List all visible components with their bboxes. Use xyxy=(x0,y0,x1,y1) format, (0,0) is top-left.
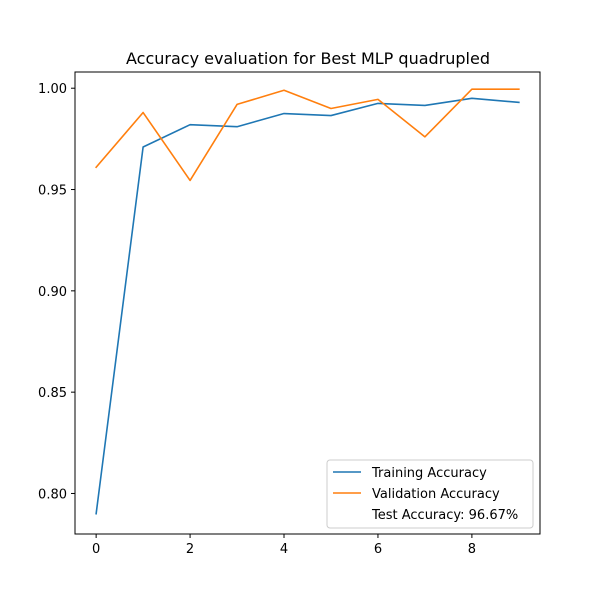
series-line-training xyxy=(95,97,520,515)
x-tick-label: 6 xyxy=(374,542,382,557)
plot-area xyxy=(95,88,520,515)
y-tick-label: 0.95 xyxy=(38,184,67,199)
y-tick-label: 0.90 xyxy=(38,285,67,300)
legend-box xyxy=(326,459,534,529)
legend-label: Validation Accuracy xyxy=(372,487,500,502)
x-tick-label: 8 xyxy=(468,542,476,557)
test-accuracy-annotation: Test Accuracy: 96.67% xyxy=(371,508,518,523)
axes: 0 2 4 6 8 0.80 0.85 0.90 0.95 1.00 xyxy=(38,71,541,557)
y-tick-label: 0.85 xyxy=(38,386,67,401)
chart-title: Accuracy evaluation for Best MLP quadrup… xyxy=(126,49,490,68)
series-line-validation xyxy=(95,88,520,182)
legend-label: Training Accuracy xyxy=(371,466,487,481)
x-tick-label: 4 xyxy=(280,542,288,557)
x-tick-label: 0 xyxy=(92,542,100,557)
axes-frame xyxy=(74,71,541,535)
y-tick-label: 0.80 xyxy=(38,487,67,502)
x-tick-label: 2 xyxy=(186,542,194,557)
y-tick-label: 1.00 xyxy=(38,82,67,97)
legend: Training Accuracy Validation Accuracy Test… xyxy=(326,459,534,529)
